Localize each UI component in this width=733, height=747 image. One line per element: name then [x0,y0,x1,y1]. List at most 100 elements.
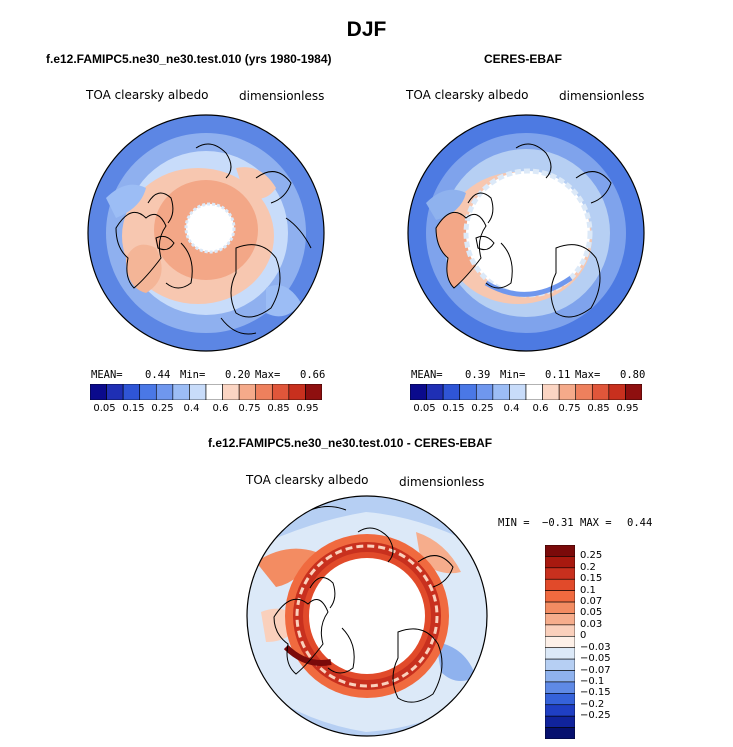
obs-colorbar [410,384,642,400]
model-colorbar-box [222,384,240,400]
diff-min-label: MIN = [498,517,530,529]
model-max-label: Max= [255,369,281,381]
model-colorbar-box [288,384,306,400]
obs-colorbar-box [410,384,427,400]
model-colorbar-tick-label: 0.75 [238,403,261,414]
model-colorbar-box [238,384,257,400]
diff-panel-title: f.e12.FAMIPC5.ne30_ne30.test.010 - CERES… [208,436,493,450]
model-mean-value: 0.44 [145,369,171,381]
diff-colorbar-tick-label: −0.2 [580,698,605,710]
obs-colorbar-tick-label: 0.6 [532,403,549,414]
obs-colorbar-box [525,384,543,400]
diff-colorbar-box [545,727,575,739]
model-colorbar-box [90,384,107,400]
obs-colorbar-box [591,384,610,400]
obs-mean-value: 0.39 [465,369,491,381]
diff-colorbar-box [545,545,575,557]
model-mean-label: MEAN= [91,369,123,381]
obs-colorbar-box [575,384,593,400]
diff-variable-label: TOA clearsky albedo [246,473,369,487]
diff-colorbar-box [545,556,575,569]
model-colorbar-box [255,384,273,400]
model-colorbar-box [155,384,174,400]
obs-colorbar-box [442,384,461,400]
diff-colorbar-tick-label: 0.05 [580,607,603,619]
model-units-label: dimensionless [239,89,325,103]
diff-colorbar-tick-label: −0.15 [580,687,611,699]
obs-colorbar-box [542,384,560,400]
diff-colorbar-tick-label: 0.2 [580,561,596,573]
model-colorbar-box [271,384,290,400]
diff-max-label: MAX = [580,517,612,529]
diff-colorbar-box [545,670,575,683]
obs-min-label: Min= [500,369,526,381]
diff-colorbar-tick-label: −0.25 [580,710,611,722]
obs-max-value: 0.80 [620,369,646,381]
diff-colorbar-box [545,681,575,694]
diff-colorbar-tick-label: 0.25 [580,550,603,562]
diff-colorbar-box [545,613,575,626]
diff-colorbar-box [545,647,575,660]
model-colorbar-tick-label: 0.25 [151,403,174,414]
obs-colorbar-box [509,384,527,400]
obs-polar-map [407,114,645,352]
diff-colorbar-tick-label: 0 [580,630,587,642]
diff-colorbar [545,545,575,739]
model-colorbar-box [305,384,322,400]
obs-colorbar-box [459,384,477,400]
obs-colorbar-box [492,384,510,400]
model-colorbar-box [106,384,124,400]
model-panel-title: f.e12.FAMIPC5.ne30_ne30.test.010 (yrs 19… [46,52,332,66]
model-min-label: Min= [180,369,206,381]
model-colorbar-box [205,384,223,400]
model-colorbar-tick-label: 0.85 [267,403,290,414]
diff-colorbar-box [545,601,575,614]
diff-colorbar-tick-label: −0.1 [580,675,605,687]
diff-max-value: 0.44 [627,517,653,529]
diff-colorbar-tick-label: −0.03 [580,641,611,653]
diff-colorbar-box [545,715,575,728]
diff-colorbar-tick-label: 0.1 [580,584,596,596]
diff-min-value: −0.31 [542,517,574,529]
diff-colorbar-box [545,635,575,649]
model-min-value: 0.20 [225,369,251,381]
model-colorbar-tick-label: 0.05 [93,403,116,414]
obs-colorbar-tick-label: 0.85 [587,403,610,414]
diff-colorbar-box [545,567,575,580]
diff-colorbar-tick-label: 0.07 [580,596,603,608]
diff-colorbar-tick-label: −0.05 [580,653,611,665]
model-polar-map [87,114,325,352]
obs-mean-label: MEAN= [411,369,443,381]
obs-colorbar-tick-label: 0.05 [413,403,436,414]
diff-colorbar-box [545,590,575,603]
obs-panel-title: CERES-EBAF [484,52,563,66]
diff-colorbar-tick-label: 0.15 [580,573,603,585]
obs-colorbar-tick-label: 0.95 [616,403,639,414]
diff-colorbar-box [545,624,575,637]
obs-min-value: 0.11 [545,369,571,381]
diff-colorbar-box [545,693,575,706]
obs-colorbar-tick-label: 0.4 [503,403,520,414]
obs-colorbar-tick-label: 0.15 [442,403,465,414]
diff-colorbar-box [545,658,575,671]
model-colorbar-tick-label: 0.95 [296,403,319,414]
model-variable-label: TOA clearsky albedo [86,88,209,102]
obs-colorbar-box [608,384,626,400]
diff-colorbar-tick-label: 0.03 [580,618,603,630]
model-colorbar-tick-label: 0.6 [212,403,229,414]
obs-colorbar-box [426,384,444,400]
model-colorbar-box [172,384,190,400]
season-title: DJF [346,18,387,41]
obs-colorbar-tick-label: 0.25 [471,403,494,414]
model-colorbar-tick-label: 0.15 [122,403,145,414]
obs-colorbar-box [558,384,577,400]
model-max-value: 0.66 [300,369,326,381]
diff-polar-map [246,495,488,737]
model-colorbar-box [139,384,157,400]
diff-colorbar-box [545,704,575,717]
diff-colorbar-box [545,578,575,591]
model-colorbar-tick-label: 0.4 [183,403,200,414]
diff-colorbar-tick-label: −0.07 [580,664,611,676]
obs-max-label: Max= [575,369,601,381]
model-colorbar-box [122,384,141,400]
